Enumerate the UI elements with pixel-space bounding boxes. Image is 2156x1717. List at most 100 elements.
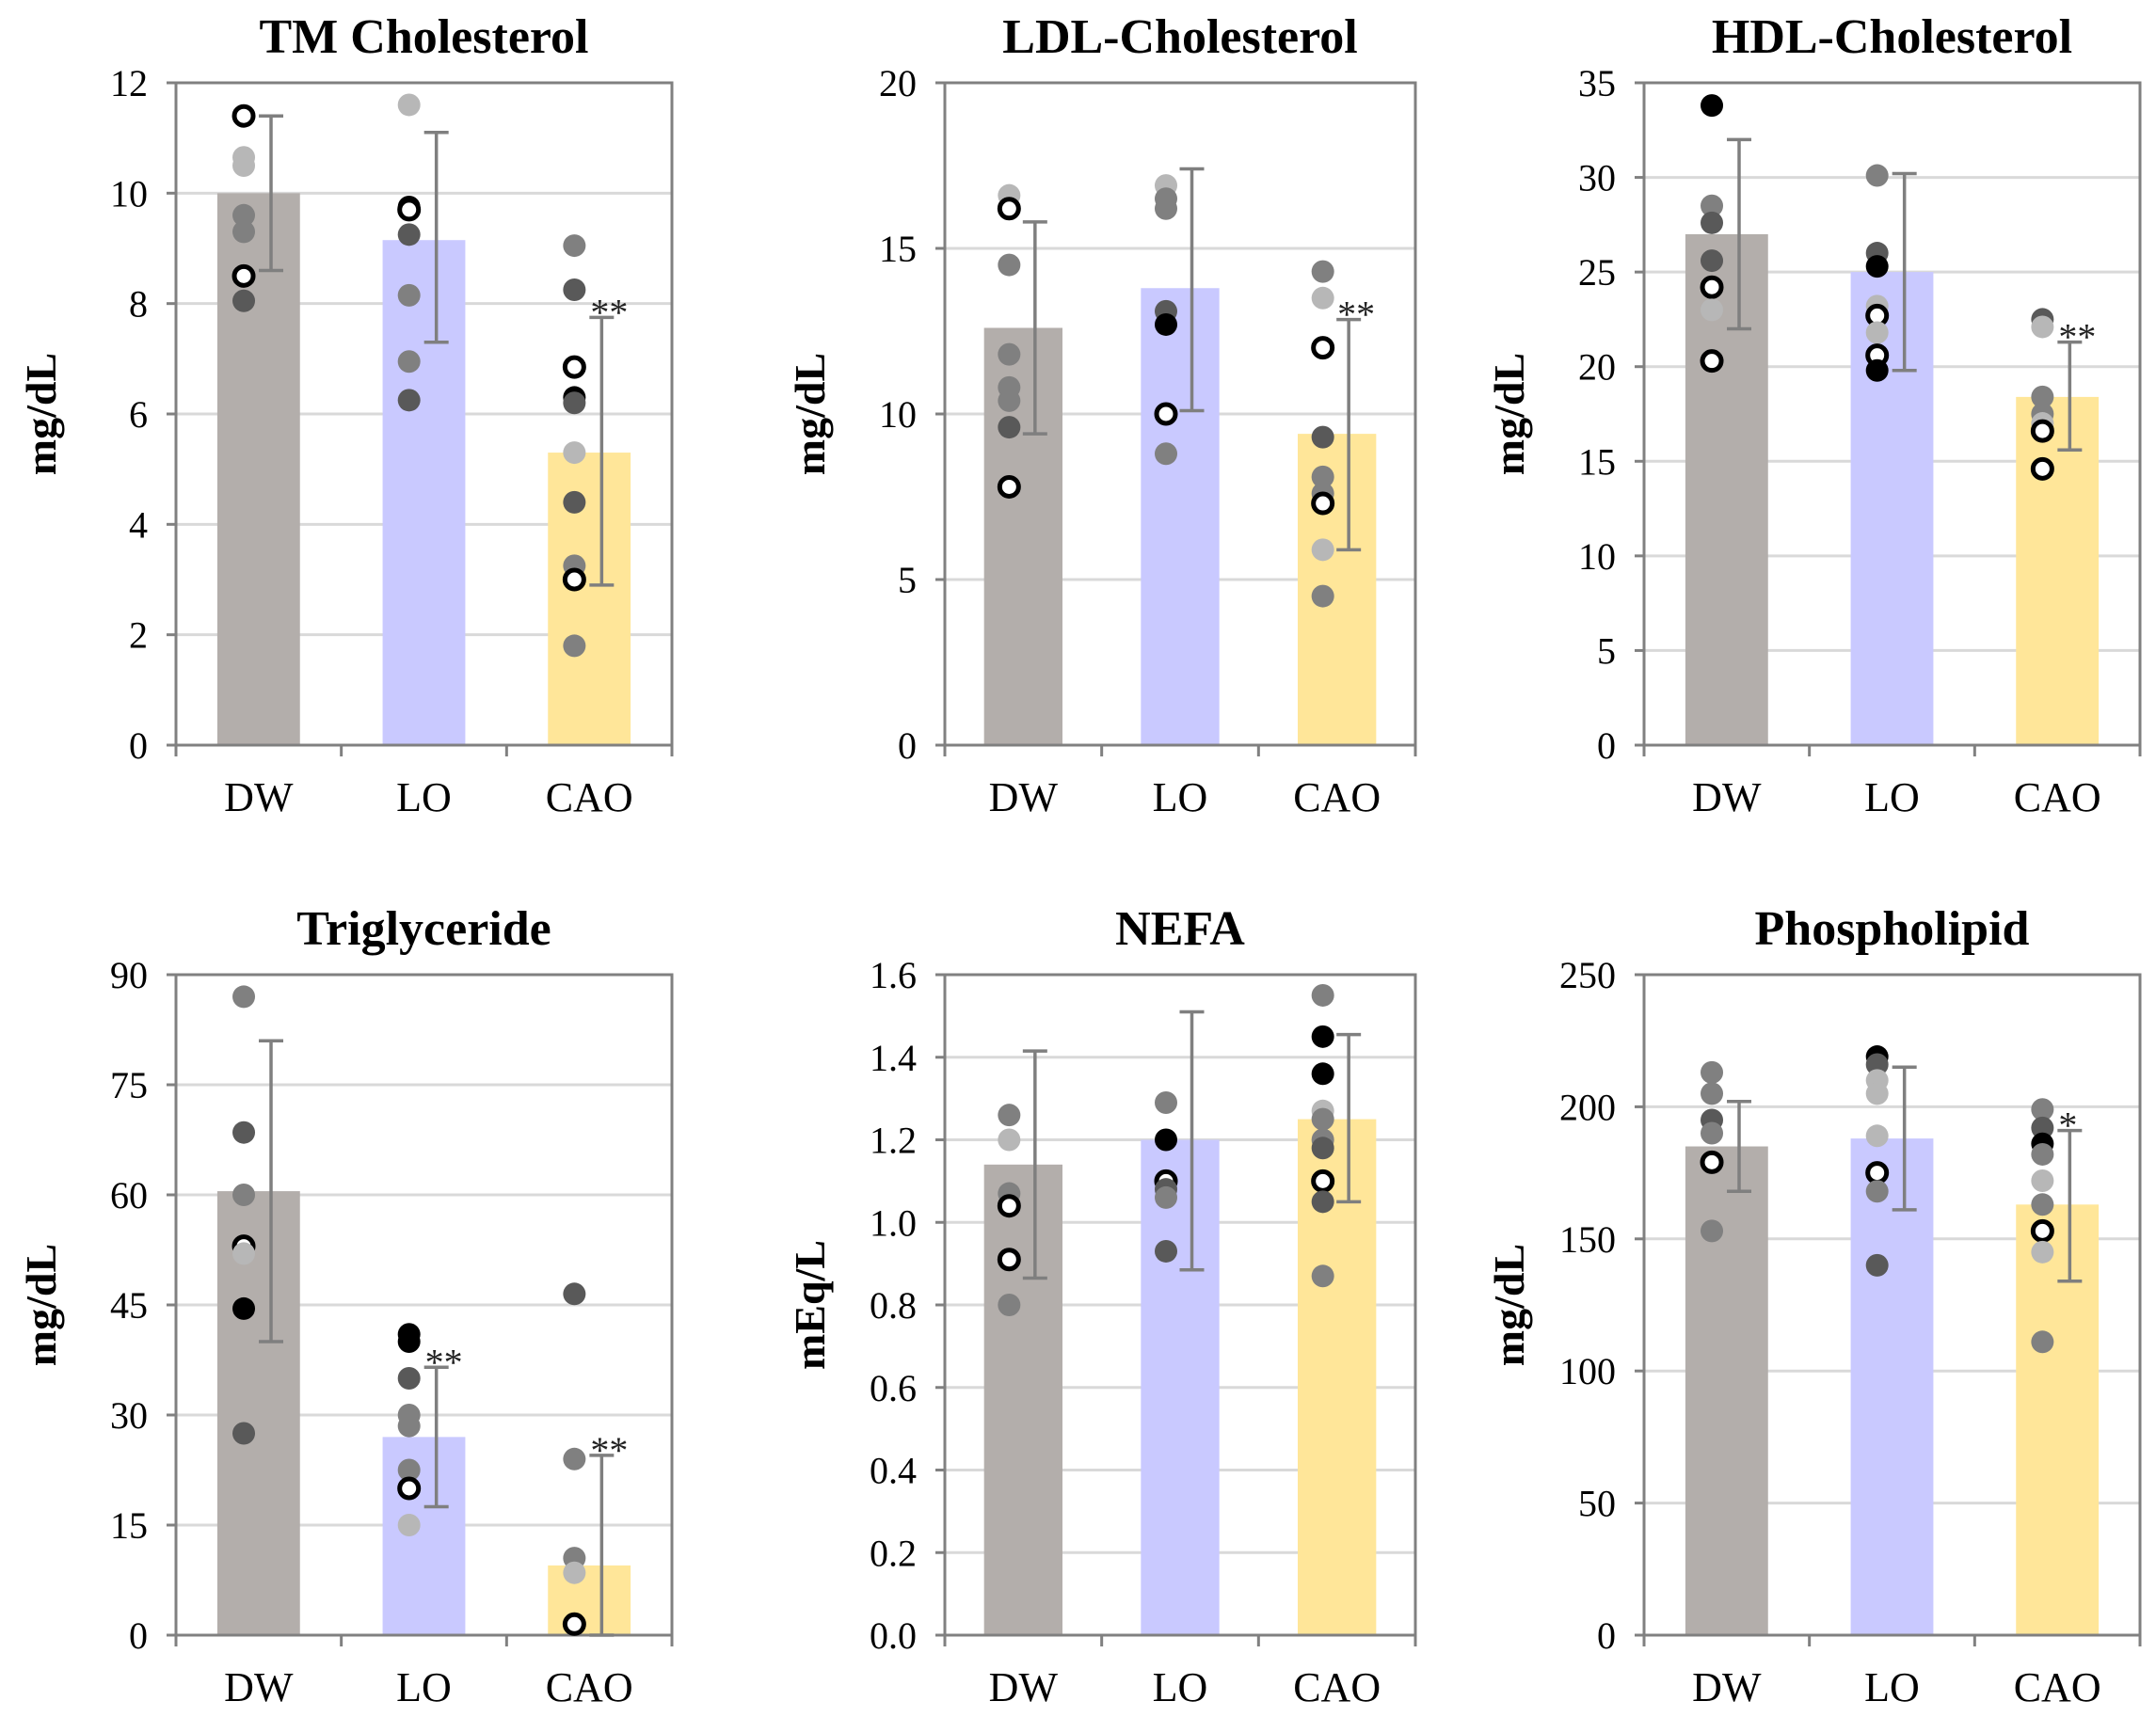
data-point-lo — [1154, 402, 1178, 426]
data-point-cao — [563, 1561, 586, 1584]
data-point-cao — [563, 278, 586, 301]
significance-marker: ** — [590, 1429, 628, 1471]
data-point-dw — [998, 389, 1021, 412]
data-point-dw — [998, 342, 1021, 366]
y-tick-label: 100 — [1559, 1350, 1616, 1392]
bar-lo — [382, 240, 466, 745]
bar-dw — [983, 327, 1062, 745]
data-point-dw — [232, 1184, 256, 1206]
data-point-lo — [1865, 358, 1889, 382]
bar-lo — [1141, 288, 1220, 745]
data-point-lo — [1865, 1161, 1890, 1185]
data-point-cao — [2031, 1169, 2054, 1193]
y-tick-label: 10 — [879, 393, 917, 436]
y-tick-label: 1.0 — [870, 1201, 917, 1244]
data-point-lo — [1865, 1180, 1889, 1203]
data-point-cao — [1311, 465, 1334, 488]
data-point-dw — [997, 197, 1021, 221]
y-axis-label: mEq/L — [786, 1240, 834, 1370]
chart-title: TM Cholesterol — [260, 10, 589, 64]
x-tick-label-dw: DW — [989, 1664, 1059, 1710]
data-point-dw — [1700, 275, 1724, 299]
data-point-cao — [2030, 456, 2054, 481]
y-tick-label: 0 — [1597, 1614, 1616, 1657]
data-point-lo — [1155, 1128, 1177, 1152]
data-point-dw — [998, 416, 1021, 439]
y-tick-label: 10 — [110, 172, 148, 215]
y-tick-label: 15 — [110, 1504, 148, 1547]
x-tick-label-dw: DW — [1692, 774, 1762, 820]
x-tick-label-lo: LO — [1153, 1664, 1208, 1710]
chart-title: Triglyceride — [296, 902, 551, 956]
bar-cao — [2016, 1204, 2100, 1635]
y-tick-label: 0.0 — [870, 1614, 917, 1657]
y-tick-label: 30 — [110, 1394, 148, 1437]
data-point-dw — [1701, 1082, 1724, 1105]
bar-cao — [1298, 1119, 1377, 1635]
data-point-cao — [1311, 584, 1334, 608]
data-point-dw — [998, 253, 1021, 277]
data-point-cao — [2031, 1193, 2054, 1216]
data-point-dw — [232, 985, 256, 1009]
plot-frame — [174, 973, 674, 1637]
data-point-cao — [2031, 1142, 2054, 1166]
data-point-cao — [563, 634, 586, 658]
data-point-lo — [1865, 1253, 1889, 1277]
significance-marker: ** — [425, 1341, 463, 1383]
data-point-cao — [1311, 1169, 1335, 1193]
bar-dw — [216, 1191, 300, 1635]
data-point-lo — [397, 198, 422, 222]
data-point-dw — [232, 1242, 256, 1265]
x-tick-label-cao: CAO — [546, 774, 633, 820]
data-point-cao — [563, 391, 586, 415]
x-tick-label-cao: CAO — [1293, 1664, 1381, 1710]
y-tick-label: 2 — [129, 614, 148, 657]
data-point-cao — [1311, 491, 1335, 516]
y-tick-label: 200 — [1559, 1086, 1616, 1128]
data-point-dw — [998, 1104, 1021, 1127]
y-tick-label: 250 — [1559, 954, 1616, 996]
significance-marker: ** — [1337, 294, 1375, 336]
data-point-cao — [1311, 260, 1334, 283]
x-tick-label-cao: CAO — [2014, 774, 2101, 820]
data-point-dw — [1701, 249, 1724, 273]
data-point-lo — [1865, 321, 1889, 344]
plot-frame — [1642, 81, 2142, 747]
chart-panel-2: 0 5 10 15 20 DW LO CAO ** LDL-Cholesterol mg/dL — [786, 10, 1417, 820]
data-point-lo — [1865, 1124, 1889, 1148]
x-tick-label-lo: LO — [396, 774, 452, 820]
bar-dw — [1685, 233, 1768, 745]
data-point-cao — [1311, 425, 1334, 449]
data-point-lo — [397, 1330, 421, 1353]
data-point-dw — [1701, 1121, 1724, 1145]
data-point-cao — [1311, 1137, 1334, 1160]
chart-title: NEFA — [1115, 902, 1245, 956]
data-point-cao — [1311, 286, 1334, 310]
y-tick-label: 150 — [1559, 1218, 1616, 1261]
data-point-dw — [232, 263, 256, 288]
x-tick-label-dw: DW — [989, 774, 1059, 820]
data-point-lo — [397, 1476, 422, 1501]
data-point-lo — [1865, 164, 1889, 187]
y-tick-label: 0 — [129, 724, 148, 767]
data-point-dw — [1701, 1219, 1724, 1243]
bar-cao — [1298, 434, 1377, 745]
y-tick-label: 0.6 — [870, 1367, 917, 1409]
data-point-cao — [563, 490, 586, 514]
y-tick-label: 90 — [110, 954, 148, 996]
x-tick-label-dw: DW — [224, 1664, 294, 1710]
plot-frame — [943, 81, 1417, 747]
significance-marker: ** — [2058, 316, 2096, 358]
data-point-cao — [1311, 336, 1335, 360]
y-tick-label: 0.4 — [870, 1450, 917, 1492]
x-tick-label-cao: CAO — [1293, 774, 1381, 820]
bar-dw — [983, 1164, 1062, 1635]
data-point-cao — [562, 567, 586, 592]
data-point-dw — [232, 1121, 256, 1144]
bar-cao — [2016, 396, 2100, 745]
y-tick-label: 20 — [879, 62, 917, 104]
plot-frame — [1642, 973, 2142, 1637]
y-tick-label: 12 — [110, 62, 148, 104]
x-tick-label-lo: LO — [1153, 774, 1208, 820]
